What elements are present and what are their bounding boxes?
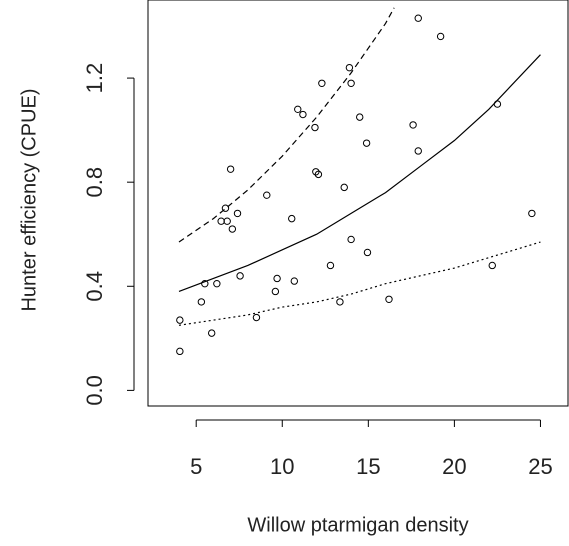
point	[385, 295, 393, 303]
point	[414, 147, 422, 155]
plot-box	[147, 0, 569, 407]
x-tick-label: 25	[528, 454, 552, 479]
x-tick-label: 5	[190, 454, 202, 479]
point	[436, 32, 445, 41]
point	[226, 165, 235, 173]
point	[409, 121, 417, 129]
fit-curve	[178, 241, 541, 326]
point	[221, 204, 230, 212]
y-tick-label: 0.0	[82, 375, 107, 406]
point	[290, 277, 299, 285]
point	[207, 329, 216, 337]
point	[347, 79, 355, 87]
point	[228, 225, 237, 233]
point	[493, 100, 502, 108]
point	[252, 313, 261, 322]
point	[311, 123, 319, 132]
point	[197, 298, 206, 306]
x-tick-label: 10	[270, 454, 294, 479]
point	[356, 113, 364, 121]
point	[336, 298, 344, 306]
point	[312, 168, 320, 176]
point	[299, 110, 307, 119]
point	[288, 214, 296, 223]
y-tick-label: 1.2	[82, 63, 107, 94]
x-tick-label: 20	[442, 454, 466, 479]
point	[362, 139, 371, 147]
point	[217, 217, 225, 225]
fit-curve	[178, 54, 541, 293]
point	[176, 347, 184, 356]
x-tick-label: 15	[356, 454, 380, 479]
point	[233, 209, 242, 218]
point	[528, 209, 536, 218]
point	[345, 63, 354, 72]
point	[347, 235, 355, 244]
y-tick-label: 0.8	[82, 167, 107, 198]
y-axis-label: Hunter efficiency (CPUE)	[18, 88, 40, 311]
fit-curve	[178, 7, 395, 243]
x-axis-label: Willow ptarmigan density	[247, 514, 468, 536]
point	[176, 316, 184, 324]
point	[318, 79, 326, 87]
point	[488, 261, 496, 270]
point	[223, 217, 231, 225]
point	[271, 287, 280, 296]
point	[363, 248, 372, 257]
point	[414, 14, 422, 22]
plot-area	[176, 7, 541, 356]
point	[340, 183, 348, 192]
point	[201, 279, 209, 288]
point	[314, 170, 323, 179]
point	[326, 261, 335, 270]
point	[294, 105, 302, 114]
point	[263, 191, 271, 199]
point	[273, 274, 281, 283]
y-tick-label: 0.4	[82, 271, 107, 302]
point	[236, 272, 244, 280]
point	[213, 279, 221, 288]
